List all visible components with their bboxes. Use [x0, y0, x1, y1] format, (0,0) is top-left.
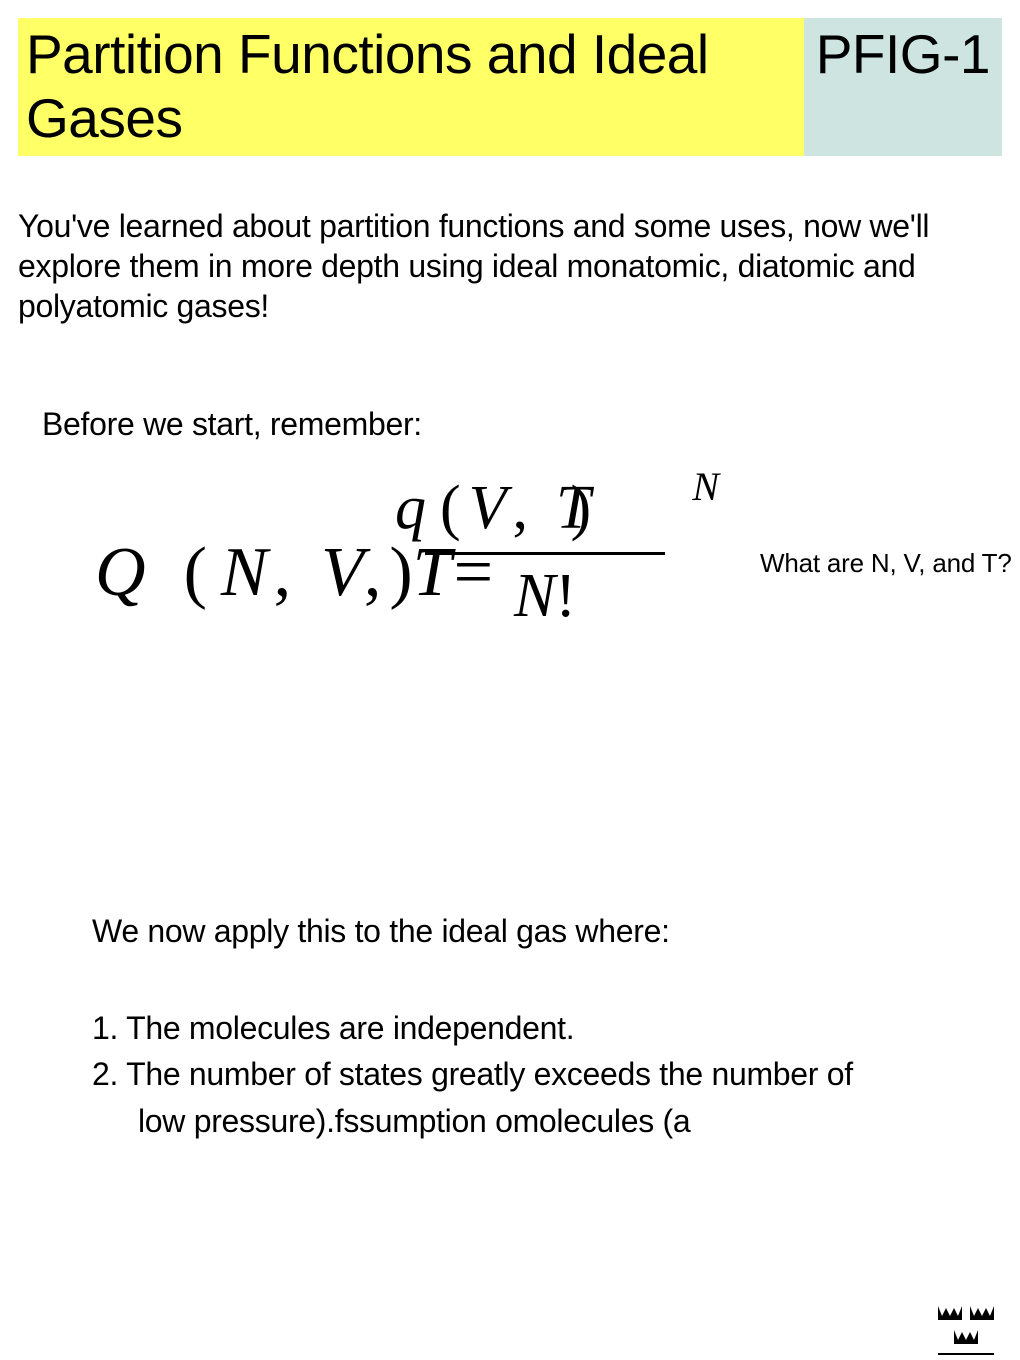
title-bar: Partition Functions and Ideal Gases PFIG… [18, 18, 1002, 156]
list-item-2: 2. The number of states greatly exceeds … [92, 1051, 1002, 1097]
fraction-denominator: N! [395, 561, 695, 632]
equation-region: Q(N,V,)T= q(V,T) N N! What are N, V, and… [0, 513, 1020, 773]
sym-comma2: , [364, 534, 382, 611]
sym-den-N: N [514, 562, 555, 630]
fraction-numerator: q(V,T) N [395, 473, 695, 544]
sym-num-open: ( [440, 474, 461, 542]
apply-text: We now apply this to the ideal gas where… [92, 913, 1002, 950]
sym-num-comma: , [513, 474, 529, 542]
sym-N: N [221, 534, 268, 611]
crown-logo-icon [934, 1302, 998, 1358]
sym-exp-N: N [692, 463, 719, 510]
remember-text: Before we start, remember: [42, 406, 1002, 443]
page-title: Partition Functions and Ideal Gases [18, 18, 804, 156]
sym-num-close: ) [571, 474, 592, 542]
what-text: What are N, V, and T? [760, 548, 1012, 579]
assumption-list: 1. The molecules are independent. 2. The… [92, 1005, 1002, 1144]
sym-V: V [321, 534, 364, 611]
sym-comma1: , [274, 534, 292, 611]
sym-q: q [395, 474, 426, 542]
sym-Q: Q [95, 534, 146, 611]
list-item-1: 1. The molecules are independent. [92, 1005, 1002, 1051]
sym-open: ( [184, 534, 207, 611]
fraction-line [425, 552, 665, 555]
page-code: PFIG-1 [804, 18, 1002, 156]
list-item-2b: low pressure).fssumption omolecules (a [138, 1098, 1002, 1144]
intro-text: You've learned about partition functions… [18, 206, 1002, 326]
equation-fraction: q(V,T) N N! [395, 473, 695, 632]
sym-num-V: V [469, 474, 507, 542]
sym-den-excl: ! [555, 562, 576, 630]
